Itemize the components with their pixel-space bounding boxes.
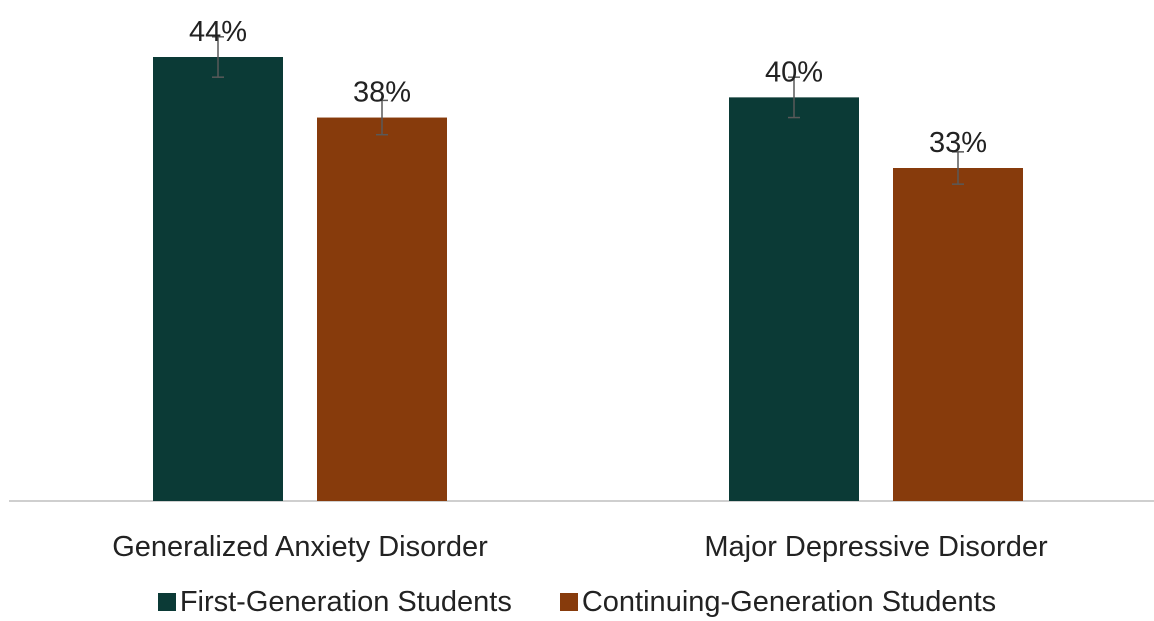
data-labels-group: 44% 40% 38% 33% (189, 16, 987, 159)
legend-item-first-generation: First-Generation Students (157, 585, 512, 619)
bar-continuing-generation-anxiety (317, 117, 447, 501)
category-label-anxiety: Generalized Anxiety Disorder (112, 531, 488, 563)
category-labels-group: Generalized Anxiety Disorder Major Depres… (112, 531, 1048, 563)
error-bar-first-generation-depression (788, 76, 800, 119)
data-label-continuing-generation-depression: 33% (929, 127, 987, 159)
bar-chart-svg: 44% 40% 38% 33% Generalized Anxiety Disorde… (9, 16, 1154, 563)
category-label-depression: Major Depressive Disorder (704, 531, 1048, 563)
data-label-first-generation-depression: 40% (765, 56, 823, 88)
data-label-continuing-generation-anxiety: 38% (353, 77, 411, 109)
bar-first-generation-anxiety (153, 57, 283, 501)
legend-swatch-first-generation (157, 593, 176, 611)
error-bar-continuing-generation-depression (952, 151, 964, 185)
error-bar-continuing-generation-anxiety (376, 99, 388, 136)
error-bars-group (212, 36, 964, 185)
data-label-first-generation-anxiety: 44% (189, 16, 247, 48)
bar-continuing-generation-depression (893, 168, 1023, 501)
legend: First-Generation Students Continuing-Gen… (0, 584, 1154, 620)
legend-label-continuing-generation: Continuing-Generation Students (581, 585, 997, 618)
error-bar-first-generation-anxiety (212, 36, 224, 78)
bars-group (153, 57, 1023, 501)
legend-item-continuing-generation: Continuing-Generation Students (559, 585, 997, 619)
legend-label-first-generation: First-Generation Students (179, 585, 512, 618)
bar-first-generation-depression (729, 97, 859, 501)
legend-swatch-continuing-generation (559, 593, 578, 611)
